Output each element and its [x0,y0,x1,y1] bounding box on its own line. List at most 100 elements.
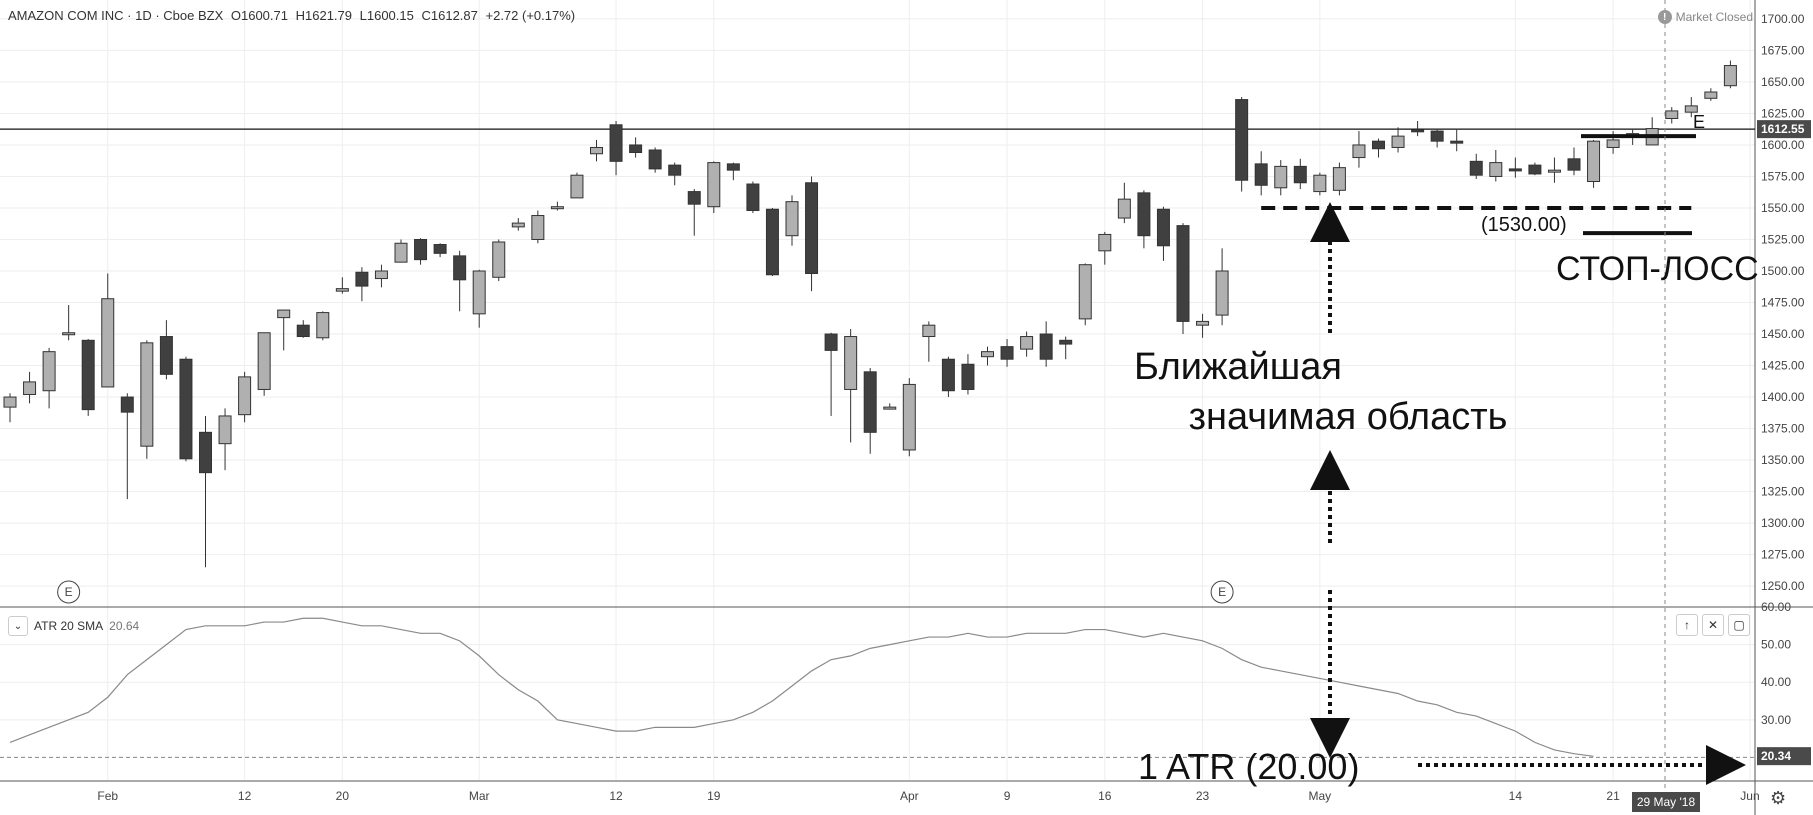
symbol-title: AMAZON COM INC · 1D · Cboe BZX [8,8,224,23]
candle [550,201,564,211]
gear-icon[interactable]: ⚙ [1770,788,1787,808]
candle-body [511,222,525,228]
candle [1352,131,1366,168]
candle-body [1450,140,1464,144]
y-tick-label: 1575.00 [1761,169,1805,183]
candle [922,321,936,362]
candle [1000,339,1014,367]
x-tick-label: Jun [1740,789,1759,803]
candle-body [238,376,252,416]
candle-body [941,358,955,392]
last-price-tag: 1612.55 [1761,122,1805,136]
y-tick-label: 1475.00 [1761,296,1805,310]
candle [590,139,603,162]
candle-body [159,336,173,375]
annotation-atr-label: 1 ATR (20.00) [1138,746,1360,787]
candle [1020,331,1034,357]
y-tick-label: 1700.00 [1761,12,1805,26]
chevron-down-icon[interactable]: ⌄ [8,616,28,636]
x-tick-label: 20 [336,789,350,803]
candle-body [1430,130,1444,142]
candle-body [531,215,545,240]
candle-body [1137,192,1151,237]
indicator-y-tick-label: 50.00 [1761,638,1791,652]
maximize-icon[interactable]: ▢ [1728,614,1750,636]
y-tick-label: 1625.00 [1761,106,1805,120]
candle [1274,160,1288,196]
candle [1547,157,1561,183]
y-tick-label: 1300.00 [1761,516,1805,530]
candle-body [746,183,760,211]
candle [1372,138,1385,158]
indicator-label: ATR 20 SMA [34,619,104,633]
candle [746,181,760,214]
entry-marker: E [1693,112,1706,132]
candle [1469,153,1483,179]
candle [668,162,682,186]
candle-body [844,336,858,390]
indicator-legend[interactable]: ⌄ ATR 20 SMA 20.64 [8,616,139,636]
candle-body [277,309,291,319]
candle-body [883,406,897,410]
symbol-header[interactable]: AMAZON COM INC · 1D · Cboe BZX O1600.71 … [8,8,579,23]
candle-body [687,191,701,205]
annotation-nearest-zone-2: значимая область [1188,396,1508,438]
candle [1176,223,1190,335]
x-tick-label: 23 [1196,789,1210,803]
y-tick-label: 1500.00 [1761,264,1805,278]
candle [961,354,975,395]
candle-body [1000,346,1014,360]
annotation-nearest-zone-1: Ближайшая [1134,346,1342,388]
x-tick-label: 9 [1004,789,1011,803]
market-status-label: Market Closed [1675,10,1753,24]
candle-body [1039,333,1053,360]
candle [531,210,545,244]
atr-value-tag-bg [1757,747,1811,766]
candle [159,320,173,380]
candle [1117,182,1131,224]
x-tick-label: 16 [1098,789,1112,803]
candle-body [1411,129,1425,133]
pane-controls: ↑ ✕ ▢ [1676,614,1750,636]
y-tick-label: 1550.00 [1761,201,1805,215]
candle-body [335,288,349,292]
x-tick-label: Mar [469,789,490,803]
indicator-value: 20.64 [109,619,140,633]
candle [902,378,916,457]
candle [785,195,799,246]
y-tick-label: 1325.00 [1761,485,1805,499]
candle [511,218,525,231]
candle-body [1723,65,1737,87]
candle [296,320,310,338]
candle [3,393,17,423]
x-tick-label: Apr [900,789,919,803]
candle [1215,248,1229,326]
atr-series-line [9,617,1594,757]
candle-body [668,164,682,176]
candle-body [414,238,428,261]
move-up-icon[interactable]: ↑ [1676,614,1698,636]
y-tick-label: 1400.00 [1761,390,1805,404]
candle [1723,60,1737,89]
candle [1039,321,1053,367]
candle-body [902,383,916,451]
x-tick-label: 21 [1606,789,1620,803]
candle-body [961,363,975,390]
candle [1254,151,1268,196]
candle-body [609,124,623,162]
candle [687,189,701,236]
ohlc-change: +2.72 (+0.17%) [485,8,576,23]
ohlc-open: O1600.71 [230,8,288,23]
candle-body [1059,339,1073,345]
candle-body [1528,164,1542,175]
candle [277,309,291,351]
candle [81,339,95,416]
close-icon[interactable]: ✕ [1702,614,1724,636]
candle [257,332,271,396]
candle-body [550,206,564,210]
candle [570,172,584,199]
candle [629,137,643,158]
candle-body [316,312,330,339]
candle [765,207,779,277]
